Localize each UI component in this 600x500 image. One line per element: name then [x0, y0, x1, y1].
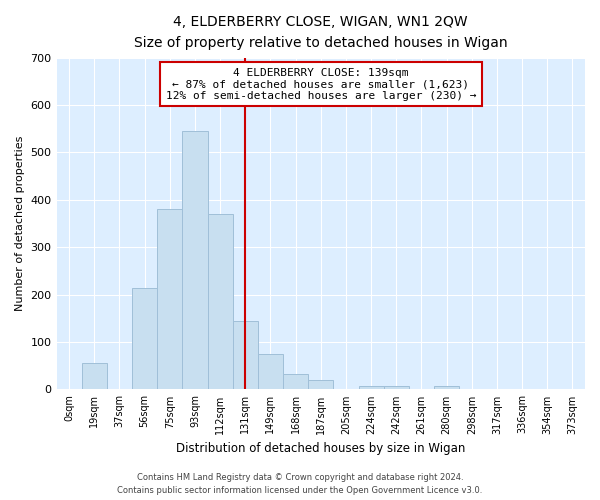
- Bar: [208, 214, 233, 390]
- Bar: [308, 380, 334, 390]
- Bar: [258, 354, 283, 390]
- Text: Contains HM Land Registry data © Crown copyright and database right 2024.
Contai: Contains HM Land Registry data © Crown c…: [118, 474, 482, 495]
- Bar: [182, 131, 208, 390]
- Bar: [233, 320, 258, 390]
- Bar: [283, 374, 308, 390]
- Text: 4 ELDERBERRY CLOSE: 139sqm
← 87% of detached houses are smaller (1,623)
12% of s: 4 ELDERBERRY CLOSE: 139sqm ← 87% of deta…: [166, 68, 476, 101]
- Bar: [82, 364, 107, 390]
- Y-axis label: Number of detached properties: Number of detached properties: [15, 136, 25, 312]
- X-axis label: Distribution of detached houses by size in Wigan: Distribution of detached houses by size …: [176, 442, 466, 455]
- Bar: [359, 386, 383, 390]
- Bar: [383, 386, 409, 390]
- Title: 4, ELDERBERRY CLOSE, WIGAN, WN1 2QW
Size of property relative to detached houses: 4, ELDERBERRY CLOSE, WIGAN, WN1 2QW Size…: [134, 15, 508, 50]
- Bar: [434, 386, 459, 390]
- Bar: [157, 210, 182, 390]
- Bar: [132, 288, 157, 390]
